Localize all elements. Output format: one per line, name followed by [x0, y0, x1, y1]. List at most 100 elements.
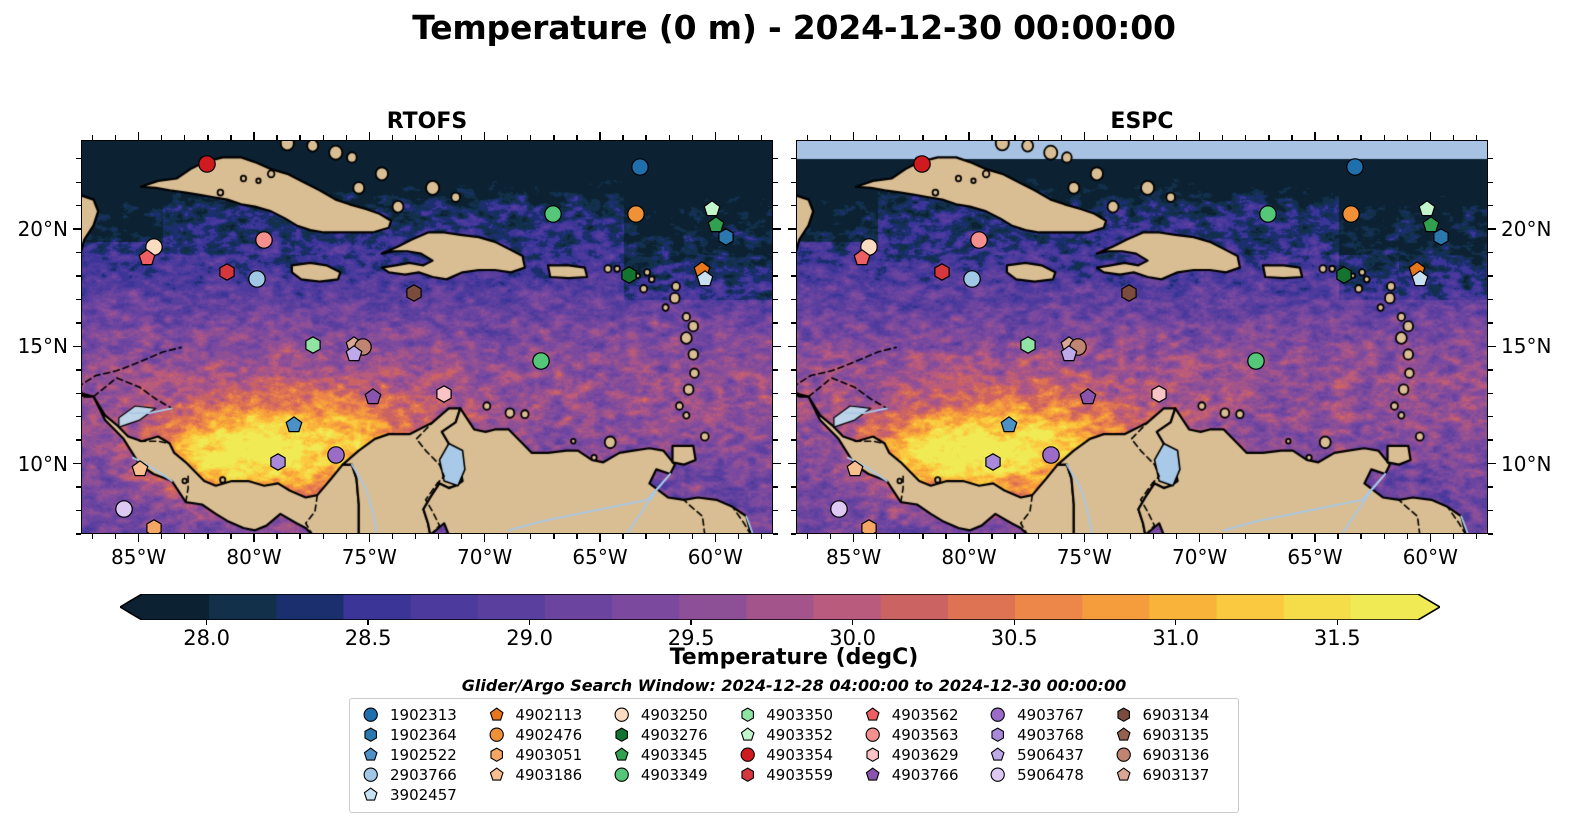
float-marker-4903767[interactable]	[326, 446, 345, 465]
x-tick	[714, 534, 717, 542]
float-marker-4903051[interactable]	[859, 519, 878, 533]
x-tick-top	[114, 135, 117, 140]
float-marker-4903563[interactable]	[255, 230, 274, 249]
float-marker-2903766[interactable]	[248, 270, 267, 289]
legend-item-3902457[interactable]: 3902457	[358, 785, 483, 805]
float-marker-3902457[interactable]	[1410, 270, 1429, 289]
map-canvas-espc	[796, 140, 1488, 534]
float-marker-4903559[interactable]	[933, 263, 952, 282]
float-marker-4903349[interactable]	[1258, 204, 1277, 223]
legend-item-4903276[interactable]: 4903276	[609, 725, 734, 745]
float-marker-1902364[interactable]	[716, 228, 735, 247]
legend-item-4903562[interactable]: 4903562	[860, 705, 985, 725]
legend-item-5906478[interactable]: 5906478	[985, 765, 1110, 785]
float-marker-4903629[interactable]	[1150, 385, 1169, 404]
float-marker-4903354[interactable]	[912, 155, 931, 174]
legend-marker-pentagon-icon	[985, 747, 1011, 762]
float-marker-4903562[interactable]	[137, 249, 156, 268]
float-marker-4903276[interactable]	[619, 265, 638, 284]
float-marker-4902476[interactable]	[626, 204, 645, 223]
float-marker-4903350[interactable]	[1018, 336, 1037, 355]
x-tick	[1452, 534, 1455, 539]
legend-item-6903136[interactable]: 6903136	[1111, 745, 1230, 765]
x-tick-top	[207, 135, 209, 140]
float-marker-4903349b[interactable]	[1247, 352, 1266, 371]
legend-item-4903354[interactable]: 4903354	[734, 745, 859, 765]
x-tick	[576, 534, 578, 539]
float-marker-1902313[interactable]	[631, 157, 650, 176]
legend-item-4903766[interactable]: 4903766	[860, 765, 985, 785]
float-marker-5906478[interactable]	[829, 500, 848, 519]
legend-item-6903134[interactable]: 6903134	[1111, 705, 1230, 725]
legend-item-5906437[interactable]: 5906437	[985, 745, 1110, 765]
legend-marker-pentagon-icon	[860, 767, 886, 782]
legend-item-4903051[interactable]: 4903051	[483, 745, 608, 765]
float-marker-1902364[interactable]	[1431, 228, 1450, 247]
legend-item-4903250[interactable]: 4903250	[609, 705, 734, 725]
y-tick	[76, 533, 81, 535]
float-marker-1902313[interactable]	[1346, 157, 1365, 176]
float-marker-4903345[interactable]	[1422, 216, 1441, 235]
legend-label: 4903051	[515, 746, 583, 764]
float-marker-4903768[interactable]	[984, 453, 1003, 472]
float-marker-4903350[interactable]	[303, 336, 322, 355]
float-marker-4903766[interactable]	[1078, 387, 1097, 406]
legend-item-1902522[interactable]: 1902522	[358, 745, 483, 765]
float-marker-1902522[interactable]	[285, 415, 304, 434]
legend-item-6903135[interactable]: 6903135	[1111, 725, 1230, 745]
float-marker-4903767[interactable]	[1041, 446, 1060, 465]
legend-item-4903350[interactable]: 4903350	[734, 705, 859, 725]
float-marker-6903134[interactable]	[405, 284, 424, 303]
float-marker-4903352[interactable]	[702, 200, 721, 219]
float-marker-4903768[interactable]	[269, 453, 288, 472]
legend-item-4903767[interactable]: 4903767	[985, 705, 1110, 725]
legend-item-4902113[interactable]: 4902113	[483, 705, 608, 725]
legend-item-4903563[interactable]: 4903563	[860, 725, 985, 745]
legend-item-4903629[interactable]: 4903629	[860, 745, 985, 765]
float-marker-4903349b[interactable]	[532, 352, 551, 371]
float-marker-4903186[interactable]	[845, 460, 864, 479]
legend-item-4903186[interactable]: 4903186	[483, 765, 608, 785]
legend-marker-circle-icon	[483, 727, 509, 743]
x-tick	[1198, 534, 1201, 542]
y-tick-right	[773, 392, 778, 394]
legend-label: 1902313	[390, 706, 457, 724]
float-marker-4903629[interactable]	[435, 385, 454, 404]
legend-item-4903559[interactable]: 4903559	[734, 765, 859, 785]
x-tick	[1083, 534, 1086, 542]
legend-item-4903349[interactable]: 4903349	[609, 765, 734, 785]
float-marker-4903766[interactable]	[363, 387, 382, 406]
float-marker-1902522[interactable]	[1000, 415, 1019, 434]
legend-item-4903345[interactable]: 4903345	[609, 745, 734, 765]
y-tick	[73, 228, 81, 230]
x-tick-top	[760, 135, 763, 140]
legend-item-1902364[interactable]: 1902364	[358, 725, 483, 745]
float-marker-5906437[interactable]	[1060, 345, 1079, 364]
legend-item-4902476[interactable]: 4902476	[483, 725, 608, 745]
x-tick	[1106, 534, 1109, 539]
float-marker-6903134[interactable]	[1120, 284, 1139, 303]
float-marker-4902476[interactable]	[1341, 204, 1360, 223]
colorbar-tick-label: 28.0	[183, 626, 230, 650]
float-marker-4903276[interactable]	[1334, 265, 1353, 284]
float-marker-5906478[interactable]	[114, 500, 133, 519]
legend-item-1902313[interactable]: 1902313	[358, 705, 483, 725]
float-marker-4903563[interactable]	[970, 230, 989, 249]
float-marker-4903186[interactable]	[130, 460, 149, 479]
float-marker-2903766[interactable]	[963, 270, 982, 289]
float-marker-4903349[interactable]	[543, 204, 562, 223]
y-tick-label: 20°N	[1501, 217, 1552, 242]
float-marker-4903562[interactable]	[852, 249, 871, 268]
float-marker-3902457[interactable]	[695, 270, 714, 289]
float-marker-4903354[interactable]	[197, 155, 216, 174]
float-marker-4903345[interactable]	[707, 216, 726, 235]
float-marker-4903559[interactable]	[218, 263, 237, 282]
legend-marker-hexagon-icon	[734, 707, 760, 723]
float-marker-4903352[interactable]	[1417, 200, 1436, 219]
legend-item-6903137[interactable]: 6903137	[1111, 765, 1230, 785]
legend-item-4903352[interactable]: 4903352	[734, 725, 859, 745]
legend-item-4903768[interactable]: 4903768	[985, 725, 1110, 745]
legend-item-2903766[interactable]: 2903766	[358, 765, 483, 785]
float-marker-5906437[interactable]	[345, 345, 364, 364]
float-marker-4903051[interactable]	[144, 519, 163, 533]
